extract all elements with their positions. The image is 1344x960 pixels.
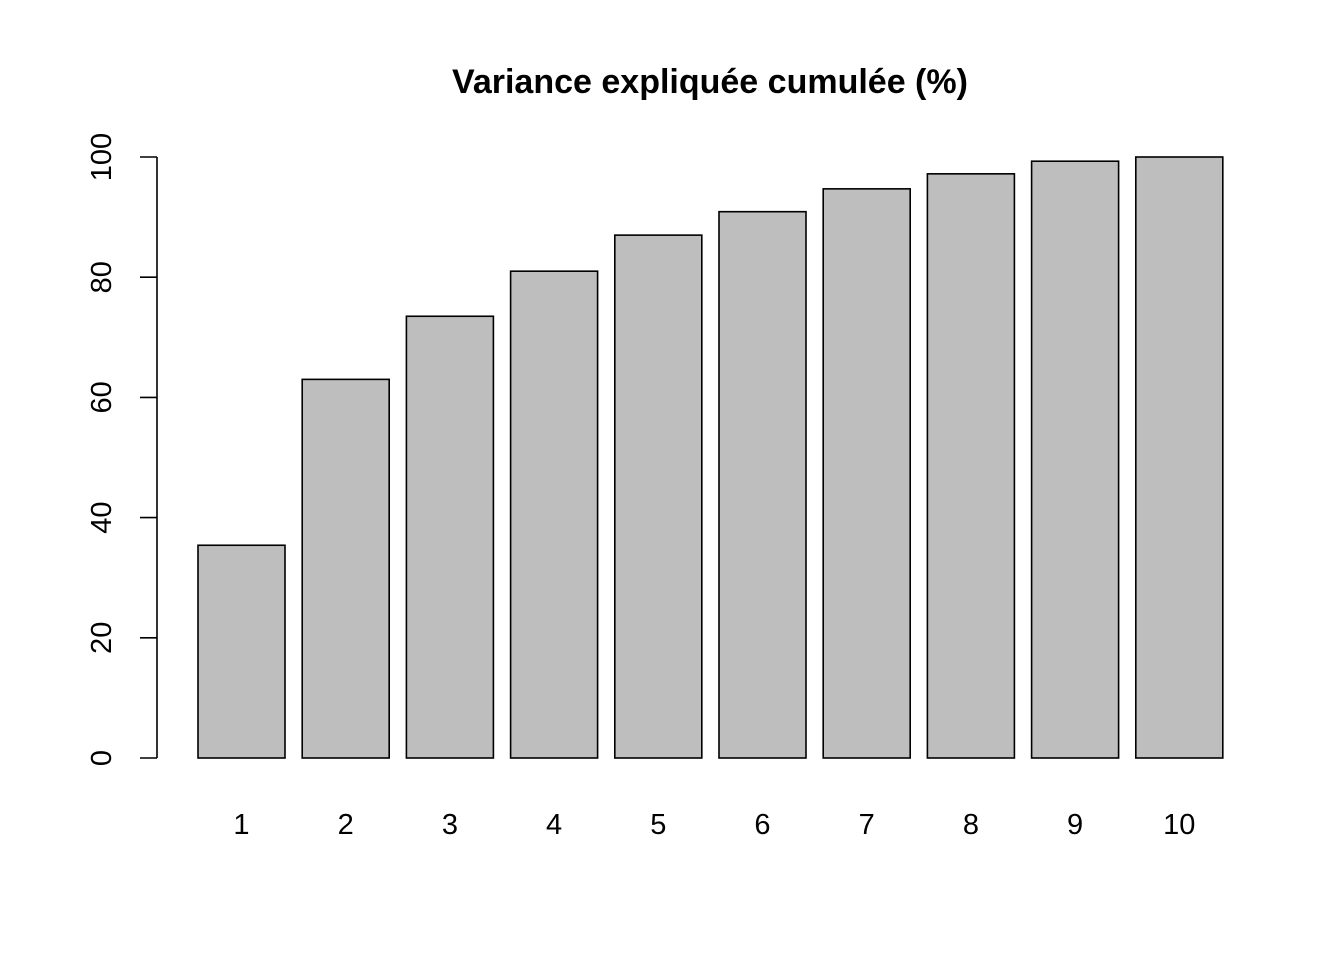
x-tick-label: 2	[338, 809, 354, 841]
y-tick-label: 100	[86, 133, 118, 181]
bar	[509, 270, 599, 759]
x-tick-label: 8	[963, 809, 979, 841]
bar	[718, 210, 807, 759]
x-tick-label: 3	[442, 809, 458, 841]
x-tick-labels: 1 2 3 4 5 6 7 8 9 10	[233, 809, 1195, 841]
y-tick-label: 40	[86, 501, 118, 533]
chart-title: Variance expliquée cumulée (%)	[452, 63, 968, 101]
bar	[822, 188, 912, 759]
y-axis: 0 20 40 60 80 100	[86, 133, 158, 766]
y-tick-label: 20	[86, 622, 118, 654]
bars-group	[197, 156, 1224, 759]
x-tick-label: 5	[650, 809, 666, 841]
x-tick-label: 7	[859, 809, 875, 841]
bar	[301, 378, 391, 759]
x-tick-label: 4	[546, 809, 562, 841]
bar	[1135, 156, 1224, 759]
x-tick-label: 6	[754, 809, 770, 841]
y-tick-label: 80	[86, 261, 118, 293]
y-tick-label: 0	[86, 750, 118, 766]
bar	[926, 173, 1016, 759]
bar	[197, 544, 286, 759]
bar	[1030, 160, 1120, 759]
x-tick-label: 9	[1067, 809, 1083, 841]
x-tick-label: 1	[233, 809, 249, 841]
y-tick-label: 60	[86, 381, 118, 413]
x-tick-label: 10	[1163, 809, 1195, 841]
bar	[405, 315, 495, 759]
bar	[613, 234, 703, 759]
